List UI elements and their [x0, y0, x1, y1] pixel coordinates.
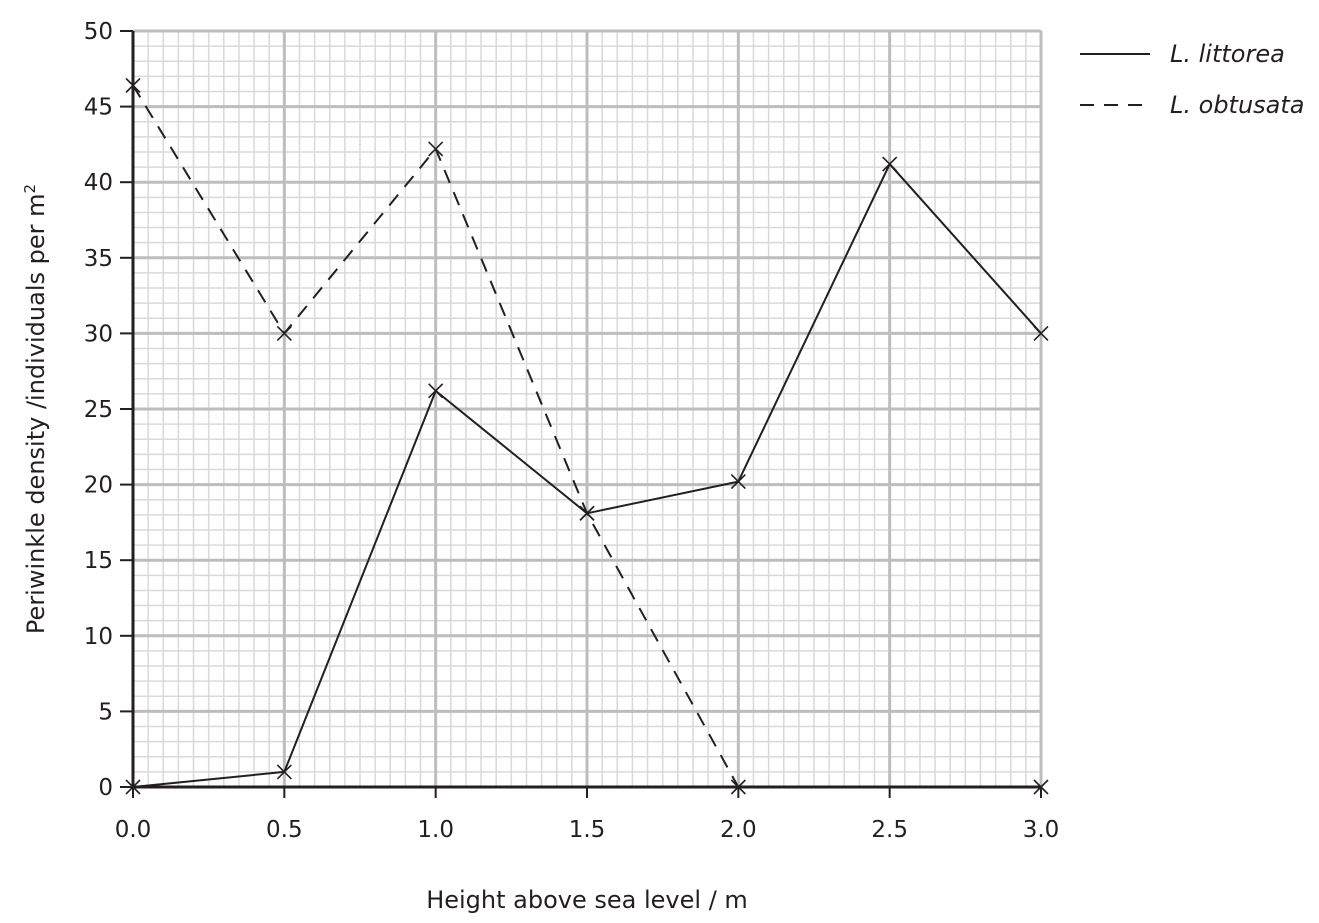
data-point-l-littorea [276, 764, 292, 780]
x-axis-ticks: 0.0 0.5 1.0 1.5 2.0 2.5 3.0 [115, 787, 1060, 843]
data-markers [125, 77, 1049, 795]
x-tick-label: 2.0 [720, 817, 757, 843]
data-point-cross-b [1033, 779, 1049, 795]
data-point-cross-b [1033, 325, 1049, 341]
y-tick-label: 35 [84, 246, 113, 272]
y-tick-label: 25 [84, 397, 113, 423]
data-point-cross-b [276, 325, 292, 341]
data-point-l-obtusata [730, 779, 746, 795]
y-tick-label: 45 [84, 95, 113, 121]
x-tick-label: 1.0 [417, 817, 454, 843]
data-point-l-obtusata [276, 325, 292, 341]
data-point-cross-b [730, 779, 746, 795]
data-point-l-obtusata [428, 141, 444, 157]
y-axis-ticks: 0 5 10 15 20 25 30 35 40 45 50 [84, 19, 133, 801]
data-point-l-littorea [125, 779, 141, 795]
data-point-cross-b [125, 779, 141, 795]
data-point-l-obtusata [1033, 779, 1049, 795]
data-point-cross-b [428, 383, 444, 399]
legend: L. littorea L. obtusata [1080, 40, 1305, 119]
y-tick-label: 30 [84, 321, 113, 347]
series-line-l-obtusata [132, 84, 1041, 788]
data-point-l-obtusata [125, 77, 141, 93]
data-point-cross-b [428, 141, 444, 157]
y-tick-label: 15 [84, 548, 113, 574]
data-point-cross-b [882, 156, 898, 172]
data-point-l-obtusata [579, 505, 595, 521]
data-point-cross-b [276, 764, 292, 780]
data-point-cross-b [730, 474, 746, 490]
data-point-cross-b [579, 505, 595, 521]
x-tick-label: 0.5 [266, 817, 303, 843]
x-tick-label: 3.0 [1023, 817, 1060, 843]
data-point-l-littorea [882, 156, 898, 172]
y-tick-label: 20 [84, 473, 113, 499]
data-point-cross-b [125, 77, 141, 93]
data-point-l-littorea [428, 383, 444, 399]
legend-label-l-littorea: L. littorea [1170, 40, 1285, 68]
y-axis-title: Periwinkle density /individuals per m2 [21, 184, 50, 634]
y-axis-title-superscript: 2 [21, 184, 39, 194]
x-tick-label: 0.0 [115, 817, 152, 843]
y-tick-label: 0 [98, 775, 113, 801]
data-point-l-littorea [730, 474, 746, 490]
legend-label-l-obtusata: L. obtusata [1170, 91, 1305, 119]
y-axis-title-text: Periwinkle density /individuals per m [22, 193, 50, 634]
y-tick-label: 50 [84, 19, 113, 45]
x-tick-label: 2.5 [871, 817, 908, 843]
y-tick-label: 10 [84, 624, 113, 650]
x-tick-label: 1.5 [569, 817, 606, 843]
x-axis-title: Height above sea level / m [426, 886, 748, 914]
y-tick-label: 5 [98, 699, 113, 725]
y-tick-label: 40 [84, 170, 113, 196]
data-point-l-littorea [1033, 325, 1049, 341]
